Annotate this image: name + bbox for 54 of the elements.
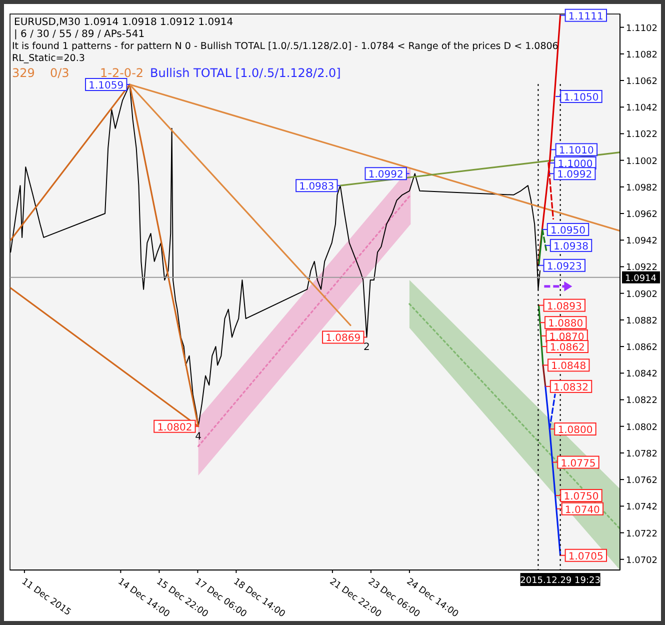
y-tick-label: 1.1102 — [626, 24, 658, 34]
y-tick-label: 1.1062 — [626, 77, 658, 88]
annotation: 1.0923 — [546, 261, 582, 272]
annotation: 0/3 — [50, 66, 70, 80]
annotation: 1.0848 — [551, 361, 586, 372]
annotation: 1.1059 — [88, 80, 124, 92]
y-tick-label: 1.0902 — [626, 290, 658, 300]
y-tick-label: 1.0762 — [626, 476, 658, 486]
ref-line-label: 1.0914 — [625, 274, 657, 284]
annotation: 1.1050 — [564, 92, 599, 104]
annotation: 1.1010 — [558, 146, 594, 157]
annotation: 1.0775 — [560, 458, 596, 470]
annotation: 2 — [364, 342, 370, 354]
annotation: 1.0750 — [564, 492, 599, 503]
y-tick-label: 1.0742 — [626, 502, 658, 513]
y-tick-label: 1.0822 — [626, 396, 658, 406]
annotation: 1.0740 — [564, 504, 600, 516]
annotation: 1.1111 — [568, 11, 604, 22]
y-tick-label: 1.1002 — [626, 156, 658, 167]
annotation: 1-2-0-2 — [100, 66, 144, 80]
y-tick-label: 1.0982 — [626, 183, 658, 194]
chart-title: EURUSD,M30 1.0914 1.0918 1.0912 1.0914 — [14, 17, 234, 28]
annotation: Bullish TOTAL [1.0/.5/1.128/2.0] — [150, 66, 341, 80]
y-tick-label: 1.0922 — [626, 263, 658, 274]
y-tick-label: 1.0862 — [626, 343, 658, 354]
annotation: 1.0802 — [157, 422, 192, 434]
y-tick-label: 1.0782 — [626, 449, 658, 460]
y-tick-label: 1.0962 — [626, 210, 658, 220]
annotation: 1.0992 — [368, 170, 404, 181]
text: | 6 / 30 / 55 / 89 / APs-541 — [14, 29, 145, 40]
y-tick-label: 1.1082 — [626, 50, 658, 60]
ref-line-label: 2015.12.29 19:23 — [520, 576, 600, 586]
annotation: 1.0983 — [299, 182, 334, 193]
annotation: 1.0800 — [558, 425, 593, 436]
annotation: 1.0992 — [557, 170, 592, 181]
annotation: 329 — [12, 66, 35, 80]
annotation: 1.0862 — [550, 342, 585, 354]
y-tick-label: 1.0942 — [626, 236, 658, 247]
annotation: 1.0869 — [326, 333, 361, 344]
y-tick-label: 1.1042 — [626, 104, 658, 114]
annotation: 4 — [195, 431, 202, 442]
annotation: 1.0880 — [548, 318, 584, 330]
annotation: 1.0705 — [568, 551, 604, 562]
y-tick-label: 1.0882 — [626, 316, 658, 326]
y-tick-label: 1.0842 — [626, 370, 658, 380]
annotation: RL_Static=20.3 — [12, 53, 85, 64]
annotation: 1.0832 — [554, 382, 589, 394]
y-tick-label: 1.0802 — [626, 422, 658, 433]
annotation: 1.0950 — [550, 225, 586, 236]
annotation: 1.0893 — [546, 301, 582, 312]
annotation: 1.0938 — [554, 241, 589, 252]
y-tick-label: 1.0722 — [626, 529, 658, 540]
y-tick-label: 1.0702 — [626, 556, 658, 566]
y-tick-label: 1.1022 — [626, 130, 658, 140]
